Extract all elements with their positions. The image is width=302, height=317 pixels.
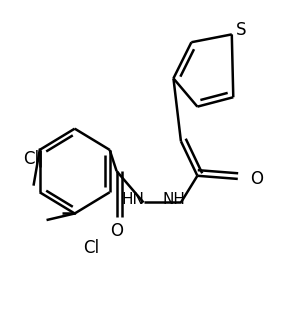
Text: HN: HN [122, 192, 144, 207]
Text: Cl: Cl [83, 239, 99, 257]
Text: S: S [236, 21, 246, 39]
Text: Cl: Cl [23, 150, 39, 167]
Text: O: O [110, 222, 123, 240]
Text: NH: NH [162, 192, 185, 207]
Text: O: O [250, 170, 263, 188]
